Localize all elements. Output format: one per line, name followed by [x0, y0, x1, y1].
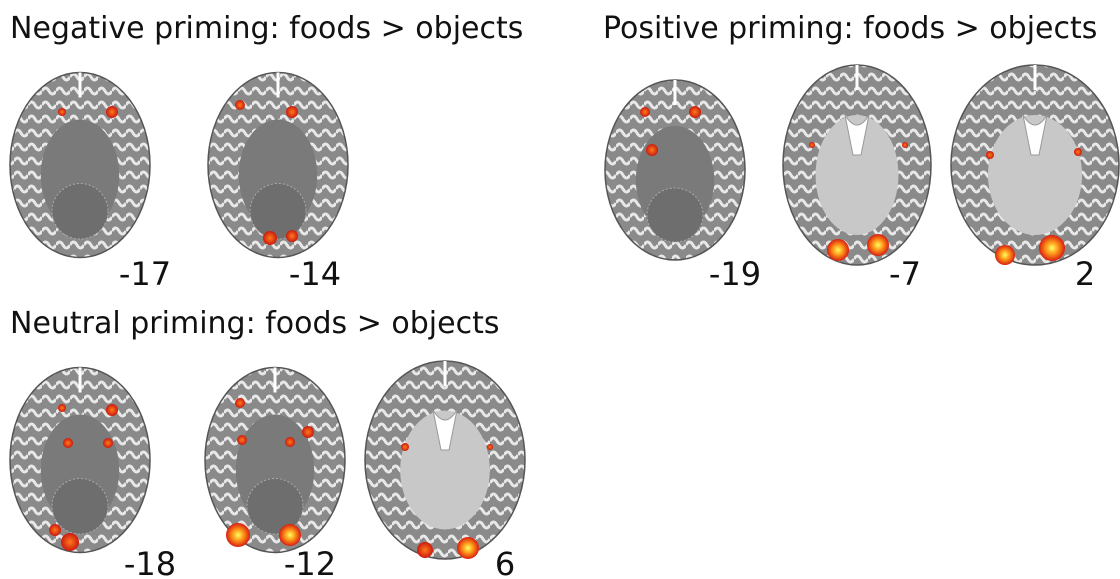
activation-blob — [1039, 235, 1065, 261]
activation-blob — [417, 542, 433, 558]
slice-label: 6 — [495, 545, 515, 579]
brain-slice — [364, 360, 526, 560]
slice-label: 2 — [1075, 255, 1095, 293]
activation-blob — [286, 106, 298, 118]
activation-blob — [49, 524, 61, 536]
activation-blob — [286, 230, 298, 242]
activation-blob — [646, 144, 658, 156]
activation-blob — [1074, 148, 1082, 156]
brain-slice — [204, 366, 346, 554]
cerebellum — [249, 183, 307, 240]
activation-blob — [809, 142, 815, 148]
activation-blob — [106, 106, 118, 118]
activation-blob — [401, 443, 409, 451]
activation-blob — [235, 398, 245, 408]
activation-blob — [986, 151, 994, 159]
activation-blob — [235, 100, 245, 110]
activation-blob — [487, 444, 493, 450]
activation-blob — [58, 108, 66, 116]
activation-blob — [63, 438, 73, 448]
cerebellum — [646, 187, 704, 243]
activation-blob — [285, 437, 295, 447]
ventricle — [844, 114, 870, 156]
slice-label: -18 — [124, 545, 176, 579]
brain-interior — [815, 115, 899, 235]
brain-interior — [987, 115, 1083, 235]
activation-blob — [237, 435, 247, 445]
activation-blob — [106, 404, 118, 416]
slice-label: -17 — [119, 255, 171, 293]
ventricle — [432, 409, 458, 451]
activation-blob — [226, 523, 250, 547]
activation-blob — [867, 234, 889, 256]
slice-label: -7 — [889, 255, 921, 293]
brain-slice — [950, 64, 1120, 266]
brain-slice — [782, 64, 932, 266]
panel-title: Neutral priming: foods > objects — [10, 306, 499, 341]
slice-label: -19 — [709, 255, 761, 293]
activation-blob — [302, 426, 314, 438]
slice-label: -14 — [289, 255, 341, 293]
cerebellum — [246, 478, 304, 535]
activation-blob — [995, 245, 1015, 265]
ventricle — [1022, 114, 1048, 156]
activation-blob — [902, 142, 908, 148]
activation-blob — [457, 537, 479, 559]
activation-blob — [279, 524, 301, 546]
brain-slice — [9, 366, 151, 554]
cerebellum — [51, 183, 109, 240]
activation-blob — [58, 404, 66, 412]
activation-blob — [263, 231, 277, 245]
cerebellum — [51, 478, 109, 535]
activation-blob — [827, 239, 849, 261]
activation-blob — [103, 438, 113, 448]
brain-interior — [400, 410, 490, 530]
activation-blob — [640, 107, 650, 117]
slice-label: -12 — [284, 545, 336, 579]
panel-title: Negative priming: foods > objects — [10, 11, 523, 46]
panel-title: Positive priming: foods > objects — [603, 11, 1097, 46]
activation-blob — [61, 533, 79, 551]
brain-slice — [207, 71, 349, 259]
brain-slice — [604, 79, 746, 261]
activation-blob — [689, 106, 701, 118]
